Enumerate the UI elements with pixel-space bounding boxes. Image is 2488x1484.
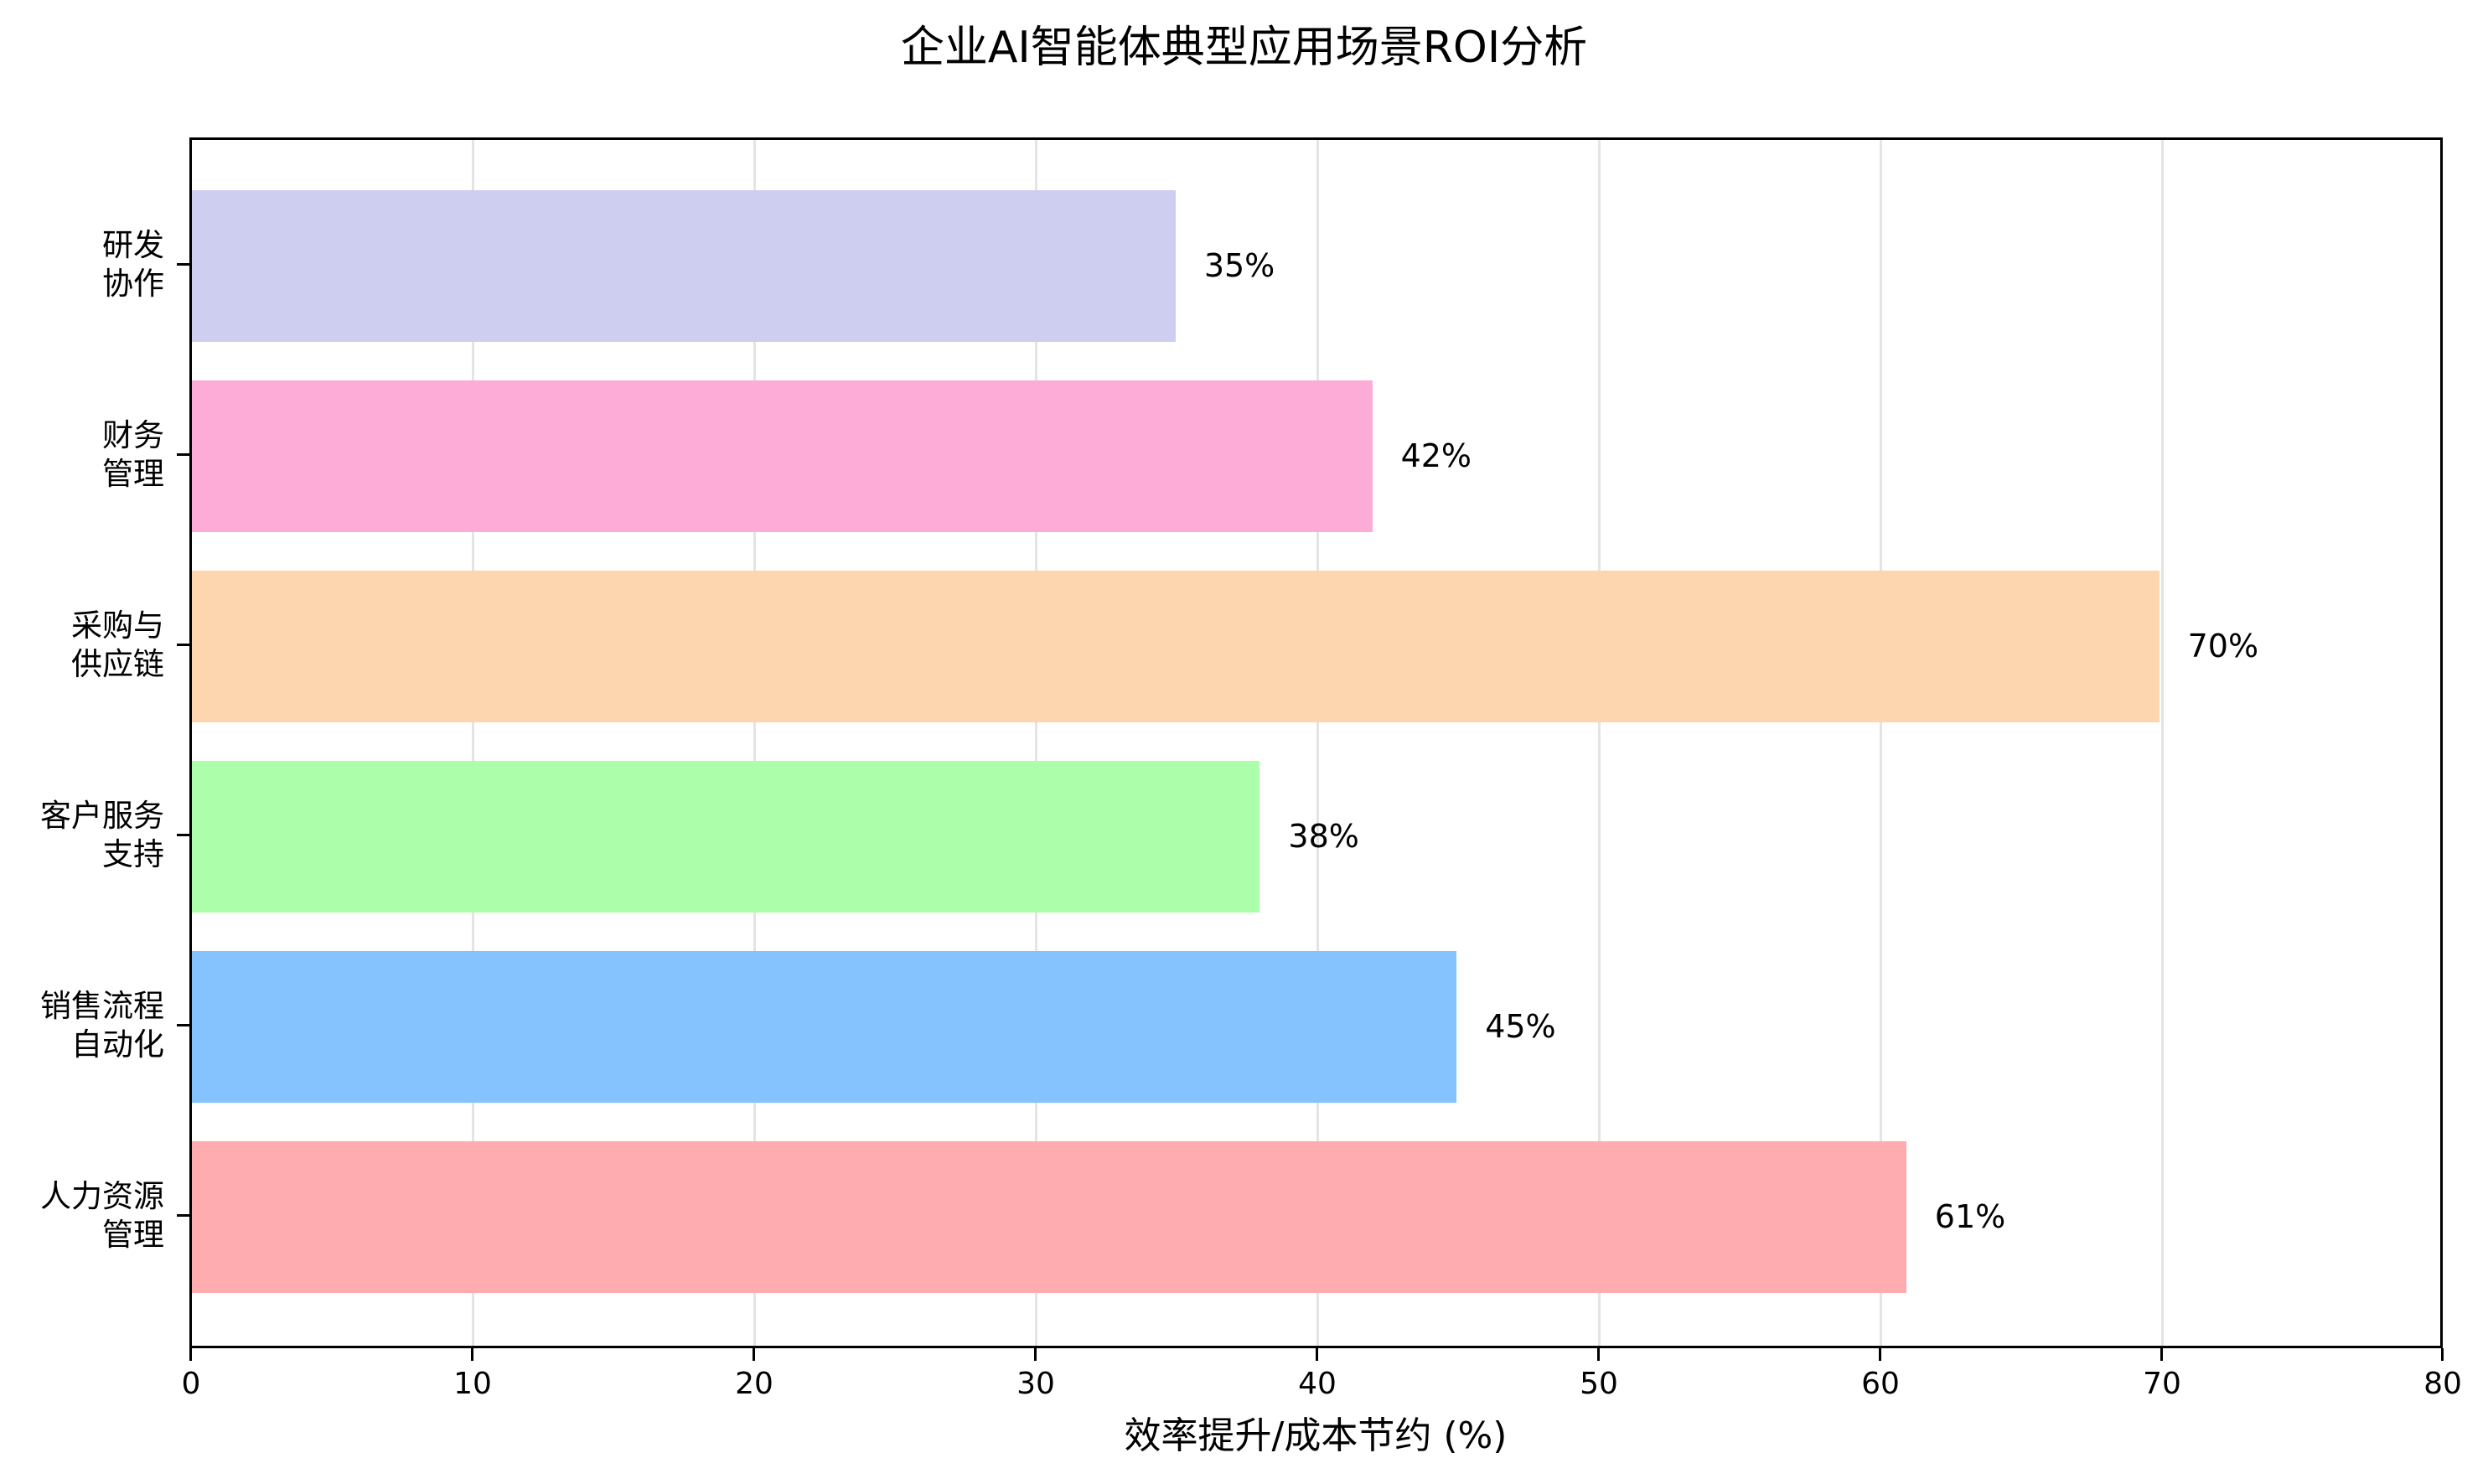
x-tick: [189, 1348, 192, 1361]
x-tick-label: 80: [2423, 1367, 2462, 1401]
value-label: 35%: [1203, 247, 1275, 284]
x-tick: [753, 1348, 755, 1361]
y-tick: [177, 834, 189, 836]
x-tick-label: 10: [453, 1367, 492, 1401]
y-tick: [177, 644, 189, 646]
x-tick-label: 50: [1580, 1367, 1618, 1401]
category-label-rnd: 研发 协作: [102, 226, 164, 303]
x-tick: [1316, 1348, 1318, 1361]
category-label-customer-service: 客户服务 支持: [40, 797, 164, 874]
value-label: 38%: [1288, 818, 1359, 855]
category-label-line: 自动化: [71, 1026, 164, 1063]
x-tick-label: 20: [735, 1367, 773, 1401]
plot-area: 35% 42% 70% 38% 45% 61%: [189, 137, 2443, 1348]
gridline-10: [472, 140, 474, 1346]
gridline-30: [1035, 140, 1037, 1346]
category-label-line: 供应链: [71, 646, 164, 682]
category-label-finance: 财务 管理: [102, 416, 164, 494]
bar-hr[interactable]: [192, 1141, 1906, 1293]
x-tick-label: 30: [1016, 1367, 1055, 1401]
category-label-hr: 人力资源 管理: [40, 1177, 164, 1254]
gridline-60: [1880, 140, 1882, 1346]
category-label-line: 客户服务: [40, 798, 164, 834]
y-tick: [177, 1024, 189, 1026]
y-tick: [177, 453, 189, 456]
bar-customer-service[interactable]: [192, 761, 1260, 913]
value-label: 42%: [1400, 437, 1472, 474]
category-label-line: 财务: [102, 417, 164, 453]
x-tick: [471, 1348, 473, 1361]
category-label-line: 协作: [102, 266, 164, 302]
gridline-20: [753, 140, 756, 1346]
category-label-sales: 销售流程 自动化: [40, 987, 164, 1064]
gridline-50: [1598, 140, 1601, 1346]
x-tick-label: 0: [181, 1367, 201, 1401]
category-label-line: 管理: [102, 1217, 164, 1253]
category-label-line: 采购与: [71, 608, 164, 644]
gridline-70: [2161, 140, 2164, 1346]
value-label: 61%: [1934, 1198, 2006, 1235]
x-tick: [1879, 1348, 1881, 1361]
value-label: 45%: [1485, 1008, 1556, 1045]
bar-finance[interactable]: [192, 380, 1373, 532]
x-tick-label: 40: [1298, 1367, 1337, 1401]
x-tick-label: 70: [2143, 1367, 2181, 1401]
x-axis-label: 效率提升/成本节约 (%): [1124, 1414, 1508, 1457]
x-tick: [1597, 1348, 1600, 1361]
bar-rnd-collaboration[interactable]: [192, 190, 1176, 342]
x-tick: [1034, 1348, 1037, 1361]
category-label-procurement: 采购与 供应链: [71, 607, 164, 684]
x-tick: [2441, 1348, 2444, 1361]
category-label-line: 销售流程: [40, 988, 164, 1024]
gridline-40: [1316, 140, 1319, 1346]
category-label-line: 人力资源: [40, 1178, 164, 1214]
category-label-line: 支持: [102, 836, 164, 872]
bar-procurement[interactable]: [192, 571, 2160, 722]
x-tick: [2160, 1348, 2163, 1361]
bar-sales[interactable]: [192, 951, 1457, 1103]
category-label-line: 管理: [102, 456, 164, 492]
y-tick: [177, 263, 189, 266]
x-tick-label: 60: [1861, 1367, 1900, 1401]
chart-title: 企业AI智能体典型应用场景ROI分析: [900, 23, 1588, 73]
value-label: 70%: [2187, 628, 2259, 664]
y-tick: [177, 1214, 189, 1217]
category-label-line: 研发: [102, 227, 164, 263]
